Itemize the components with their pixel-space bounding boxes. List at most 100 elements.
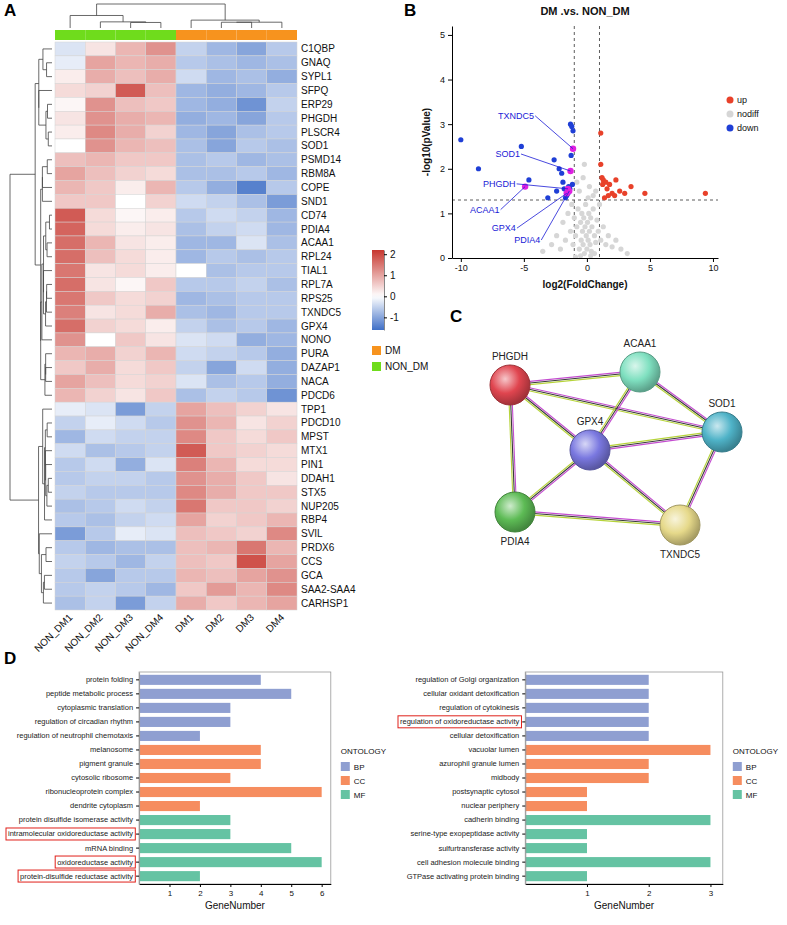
heatmap-cell xyxy=(237,555,267,569)
bar xyxy=(139,773,230,783)
tick-mark xyxy=(136,721,139,722)
point xyxy=(584,233,589,238)
tick-label: peptide metabolic process xyxy=(46,689,133,698)
dendrogram-link xyxy=(41,555,46,593)
heatmap-cell xyxy=(237,444,267,458)
row-label: PDIA4 xyxy=(301,224,330,235)
node xyxy=(620,352,660,392)
heatmap-cell xyxy=(206,291,236,305)
legend-swatch xyxy=(733,776,742,785)
tick: 0 xyxy=(440,253,452,263)
heatmap-cell xyxy=(237,458,267,472)
tick-label: 0 xyxy=(390,291,396,302)
point xyxy=(573,255,578,258)
tick-mark xyxy=(200,884,201,887)
tick-mark xyxy=(448,124,452,125)
row-label: STX5 xyxy=(301,487,326,498)
point xyxy=(591,206,596,211)
bar xyxy=(139,717,230,727)
heatmap-cell xyxy=(267,236,297,250)
heatmap-cell xyxy=(206,541,236,555)
heatmap-cell xyxy=(55,471,85,485)
heatmap-cell xyxy=(206,139,236,153)
bar xyxy=(525,717,648,727)
dendrogram-link xyxy=(47,485,52,506)
bar xyxy=(525,675,648,685)
heatmap-cell xyxy=(267,582,297,596)
legend-swatch xyxy=(727,125,734,132)
tick-label: 4 xyxy=(440,75,445,85)
tick-label: ribonucleoprotein complex xyxy=(46,787,134,796)
node xyxy=(570,430,610,470)
heatmap-cell xyxy=(116,167,146,181)
tick-label: 0 xyxy=(440,253,445,263)
dendrogram-link xyxy=(47,284,52,298)
heatmap-cell xyxy=(146,541,176,555)
row-label: PLSCR4 xyxy=(301,127,340,138)
heatmap-cell xyxy=(85,42,115,56)
tick-label: 1 xyxy=(585,889,590,898)
heatmap-cell xyxy=(176,181,206,195)
row-label: ERP29 xyxy=(301,99,333,110)
tick: protein folding xyxy=(86,675,139,684)
row-label: SYPL1 xyxy=(301,71,333,82)
group-bar xyxy=(116,30,146,40)
heatmap-cell xyxy=(176,319,206,333)
heatmap-cell xyxy=(176,361,206,375)
tick: regulation of cytokinesis xyxy=(439,703,525,712)
legend-swatch xyxy=(727,97,734,104)
axis-line xyxy=(384,251,385,331)
panel-label: A xyxy=(4,1,16,20)
point xyxy=(572,215,577,220)
tick: 2 xyxy=(647,884,652,898)
tick-mark xyxy=(587,884,588,887)
heatmap-cell xyxy=(116,485,146,499)
tick-label: 5 xyxy=(440,30,445,40)
point xyxy=(573,233,578,238)
dendrogram-link xyxy=(46,111,48,139)
heatmap-cell xyxy=(85,555,115,569)
heatmap-cell xyxy=(206,568,236,582)
tick-mark xyxy=(522,792,525,793)
heatmap-cell xyxy=(85,167,115,181)
tick-mark xyxy=(522,679,525,680)
point xyxy=(587,229,592,234)
heatmap-cell xyxy=(146,125,176,139)
heatmap-cell xyxy=(237,208,267,222)
heatmap-cell xyxy=(116,97,146,111)
heatmap-cell xyxy=(206,42,236,56)
tick-label: postsynaptic cytosol xyxy=(452,787,519,796)
tick: -10 xyxy=(455,258,468,273)
row-label: SAA2-SAA4 xyxy=(301,584,356,595)
heatmap-cell xyxy=(85,527,115,541)
row-label: PDCD6 xyxy=(301,390,335,401)
row-label: MTX1 xyxy=(301,445,328,456)
heatmap-cell xyxy=(176,208,206,222)
heatmap-cell xyxy=(206,347,236,361)
heatmap-cell xyxy=(146,70,176,84)
heatmap-cell xyxy=(237,56,267,70)
legend-swatch xyxy=(733,790,742,799)
heatmap-cell xyxy=(55,125,85,139)
point xyxy=(597,202,602,207)
group-bar xyxy=(55,30,85,40)
tick: melanosome xyxy=(90,745,139,754)
tick-label: 1 xyxy=(168,889,173,898)
node-label: TXNDC5 xyxy=(660,549,700,560)
row-label: PIN1 xyxy=(301,459,324,470)
tick-mark xyxy=(649,884,650,887)
bar xyxy=(139,829,230,839)
point xyxy=(584,246,589,251)
heatmap-cell xyxy=(116,208,146,222)
heatmap-cell xyxy=(116,333,146,347)
heatmap-cell xyxy=(146,111,176,125)
heatmap-cell xyxy=(85,250,115,264)
tick: sulfurtransferase activity xyxy=(438,844,525,853)
heatmap-cell xyxy=(116,388,146,402)
row-label: GCA xyxy=(301,570,323,581)
heatmap-cell xyxy=(206,222,236,236)
heatmap-cell xyxy=(55,402,85,416)
bar xyxy=(525,843,587,853)
heatmap-cell xyxy=(206,430,236,444)
heatmap-cell xyxy=(55,56,85,70)
